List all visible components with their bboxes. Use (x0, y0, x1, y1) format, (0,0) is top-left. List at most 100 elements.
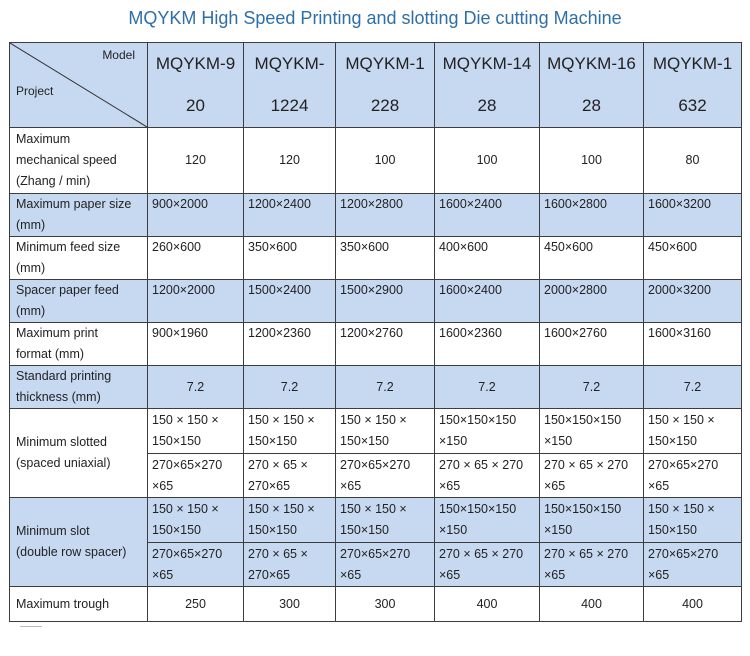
row-label: Maximum mechanical speed (Zhang / min) (9, 127, 148, 194)
table-row: Minimum feed size (mm) 260×600 350×600 35… (9, 236, 742, 280)
model-name-line2: 28 (477, 96, 497, 115)
row-label: Maximum print format (mm) (9, 322, 148, 366)
model-name-line2: 228 (370, 96, 400, 115)
model-name-line1: MQYKM-14 (442, 54, 532, 73)
model-name-line1: MQYKM-9 (155, 54, 236, 73)
table-cell: 250 (147, 586, 244, 622)
table-cell: 270 × 65 × 270×65 (243, 453, 336, 498)
row-label: Minimum feed size (mm) (9, 236, 148, 280)
table-row: Maximum trough 250 300 300 400 400 400 (9, 586, 742, 622)
table-cell: 7.2 (434, 365, 540, 409)
table-cell: 300 (335, 586, 435, 622)
table-cell: 270 × 65 × 270 ×65 (539, 542, 644, 587)
table-cell: 7.2 (335, 365, 435, 409)
table-row: 270×65×270 ×65 270 × 65 × 270×65 270×65×27… (10, 453, 742, 498)
model-name-line2: 20 (186, 96, 205, 115)
table-row: Maximum mechanical speed (Zhang / min) 120… (9, 127, 742, 194)
table-cell: 1600×3160 (643, 322, 742, 366)
table-cell: 150×150×150 ×150 (539, 408, 644, 454)
table-cell: 1600×3200 (643, 193, 742, 237)
diagonal-line (10, 43, 147, 127)
table-cell: 150 × 150 × 150×150 (243, 497, 336, 543)
model-name-line1: MQYKM- (254, 54, 325, 73)
page-title: MQYKM High Speed Printing and slotting D… (128, 8, 622, 28)
table-cell: 150 × 150 × 150×150 (147, 408, 244, 454)
table-cell: 150×150×150 ×150 (434, 497, 540, 543)
table-cell: 270 × 65 × 270 ×65 (434, 542, 540, 587)
model-name-line1: MQYKM-16 (547, 54, 636, 73)
row-label: Maximum trough (9, 586, 148, 622)
table-cell: 150 × 150 × 150×150 (643, 497, 742, 543)
table-cell: 400 (434, 586, 540, 622)
table-cell: 1200×2800 (335, 193, 435, 237)
project-header-label: Project (16, 84, 54, 98)
spec-table: Model Project MQYKM-9 20 MQYKM- 1224 MQYKM… (9, 42, 742, 622)
table-cell: 1600×2760 (539, 322, 644, 366)
table-cell: 150×150×150 ×150 (539, 497, 644, 543)
table-cell: 270 × 65 × 270 ×65 (434, 453, 540, 498)
table-cell: 100 (434, 127, 540, 194)
table-cell: 1600×2400 (434, 279, 540, 323)
footnote-rule (20, 626, 42, 627)
table-cell: 270 × 65 × 270×65 (243, 542, 336, 587)
row-label: Maximum paper size (mm) (9, 193, 148, 237)
table-cell: 450×600 (539, 236, 644, 280)
table-cell: 400 (643, 586, 742, 622)
table-row: Maximum print format (mm) 900×1960 1200×2… (9, 322, 742, 366)
row-label: Spacer paper feed (mm) (9, 279, 148, 323)
table-row: Minimum slotted (spaced uniaxial) 150 × 1… (9, 408, 742, 498)
row-label: Minimum slotted (spaced uniaxial) (9, 408, 148, 498)
model-header: MQYKM-16 28 (539, 42, 644, 128)
table-cell: 1200×2760 (335, 322, 435, 366)
model-name-line1: MQYKM-1 (345, 54, 425, 73)
table-cell: 270×65×270 ×65 (335, 453, 435, 498)
row-label: Minimum slot (double row spacer) (9, 497, 148, 587)
table-cell: 1200×2000 (147, 279, 244, 323)
model-name-line1: MQYKM-1 (652, 54, 733, 73)
table-cell: 1200×2360 (243, 322, 336, 366)
table-cell: 300 (243, 586, 336, 622)
table-cell: 270×65×270 ×65 (643, 453, 742, 498)
header-corner-cell: Model Project (9, 42, 148, 128)
table-cell: 150 × 150 × 150×150 (243, 408, 336, 454)
table-cell: 7.2 (539, 365, 644, 409)
table-cell: 270×65×270 ×65 (643, 542, 742, 587)
table-cell: 260×600 (147, 236, 244, 280)
table-cell: 7.2 (643, 365, 742, 409)
row-label: Standard printing thickness (mm) (9, 365, 148, 409)
table-cell: 1500×2900 (335, 279, 435, 323)
table-cell: 1600×2800 (539, 193, 644, 237)
table-row: Minimum slot (double row spacer) 150 × 15… (9, 497, 742, 587)
table-cell: 450×600 (643, 236, 742, 280)
table-cell: 80 (643, 127, 742, 194)
table-cell: 1600×2400 (434, 193, 540, 237)
table-cell: 150 × 150 × 150×150 (335, 497, 435, 543)
table-cell: 2000×3200 (643, 279, 742, 323)
table-cell: 150 × 150 × 150×150 (643, 408, 742, 454)
model-name-line2: 632 (678, 96, 707, 115)
table-cell: 270×65×270 ×65 (147, 453, 244, 498)
table-cell: 150 × 150 × 150×150 (147, 497, 244, 543)
table-cell: 350×600 (335, 236, 435, 280)
table-cell: 900×1960 (147, 322, 244, 366)
table-cell: 400 (539, 586, 644, 622)
table-cell: 150 × 150 × 150×150 (335, 408, 435, 454)
model-header: MQYKM-9 20 (147, 42, 244, 128)
model-name-line2: 1224 (270, 96, 309, 115)
table-cell: 2000×2800 (539, 279, 644, 323)
table-cell: 7.2 (243, 365, 336, 409)
table-cell: 1600×2360 (434, 322, 540, 366)
table-cell: 400×600 (434, 236, 540, 280)
table-row: Maximum paper size (mm) 900×2000 1200×240… (9, 193, 742, 237)
table-cell: 270×65×270 ×65 (335, 542, 435, 587)
model-name-line2: 28 (582, 96, 601, 115)
table-row: Standard printing thickness (mm) 7.2 7.2 … (9, 365, 742, 409)
table-cell: 350×600 (243, 236, 336, 280)
table-cell: 270 × 65 × 270 ×65 (539, 453, 644, 498)
model-header: MQYKM-14 28 (434, 42, 540, 128)
model-header: MQYKM-1 632 (643, 42, 742, 128)
table-cell: 100 (539, 127, 644, 194)
table-cell: 7.2 (147, 365, 244, 409)
model-header: MQYKM- 1224 (243, 42, 336, 128)
table-cell: 1500×2400 (243, 279, 336, 323)
